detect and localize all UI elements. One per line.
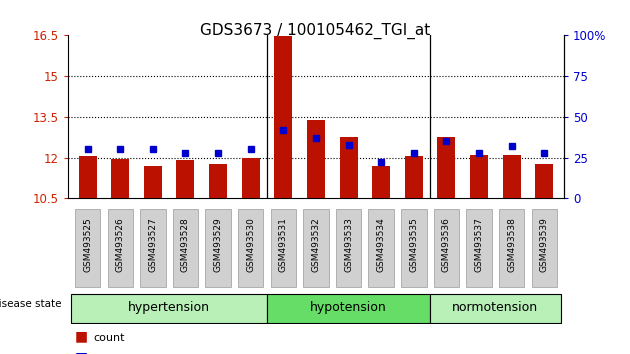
Text: GSM493534: GSM493534: [377, 217, 386, 272]
Bar: [437, 137, 455, 198]
Text: GSM493537: GSM493537: [474, 217, 484, 272]
Text: GSM493531: GSM493531: [279, 217, 288, 272]
FancyBboxPatch shape: [433, 209, 459, 287]
Bar: [176, 160, 195, 198]
Bar: [209, 164, 227, 198]
FancyBboxPatch shape: [401, 209, 427, 287]
Text: ■: ■: [74, 329, 88, 343]
FancyBboxPatch shape: [205, 209, 231, 287]
Text: disease state: disease state: [0, 299, 62, 309]
Bar: [536, 164, 553, 198]
Bar: [79, 156, 96, 198]
FancyBboxPatch shape: [430, 294, 561, 322]
Text: GSM493533: GSM493533: [344, 217, 353, 272]
Bar: [405, 156, 423, 198]
FancyBboxPatch shape: [238, 209, 263, 287]
Text: count: count: [93, 333, 125, 343]
Text: normotension: normotension: [452, 301, 539, 314]
Bar: [112, 159, 129, 198]
FancyBboxPatch shape: [499, 209, 524, 287]
Text: GSM493530: GSM493530: [246, 217, 255, 272]
FancyBboxPatch shape: [369, 209, 394, 287]
FancyBboxPatch shape: [173, 209, 198, 287]
Bar: [372, 166, 390, 198]
FancyBboxPatch shape: [140, 209, 166, 287]
FancyBboxPatch shape: [108, 209, 133, 287]
FancyBboxPatch shape: [75, 209, 100, 287]
Text: GSM493529: GSM493529: [214, 217, 222, 272]
Text: hypotension: hypotension: [310, 301, 387, 314]
FancyBboxPatch shape: [532, 209, 557, 287]
FancyBboxPatch shape: [336, 209, 361, 287]
FancyBboxPatch shape: [267, 294, 430, 322]
Text: GSM493535: GSM493535: [410, 217, 418, 272]
Bar: [242, 158, 260, 198]
Text: GSM493528: GSM493528: [181, 217, 190, 272]
Text: hypertension: hypertension: [128, 301, 210, 314]
Text: GSM493539: GSM493539: [540, 217, 549, 272]
FancyBboxPatch shape: [303, 209, 329, 287]
Text: GSM493525: GSM493525: [83, 217, 92, 272]
Bar: [307, 120, 325, 198]
FancyBboxPatch shape: [271, 209, 296, 287]
Bar: [274, 36, 292, 198]
Text: ■: ■: [74, 350, 88, 354]
Text: GSM493538: GSM493538: [507, 217, 516, 272]
Text: GSM493526: GSM493526: [116, 217, 125, 272]
Text: GSM493527: GSM493527: [148, 217, 158, 272]
Bar: [340, 137, 358, 198]
Text: GSM493532: GSM493532: [311, 217, 321, 272]
FancyBboxPatch shape: [71, 294, 267, 322]
Text: GSM493536: GSM493536: [442, 217, 451, 272]
FancyBboxPatch shape: [466, 209, 492, 287]
Bar: [503, 155, 520, 198]
Bar: [470, 155, 488, 198]
Bar: [144, 166, 162, 198]
Text: GDS3673 / 100105462_TGI_at: GDS3673 / 100105462_TGI_at: [200, 23, 430, 39]
